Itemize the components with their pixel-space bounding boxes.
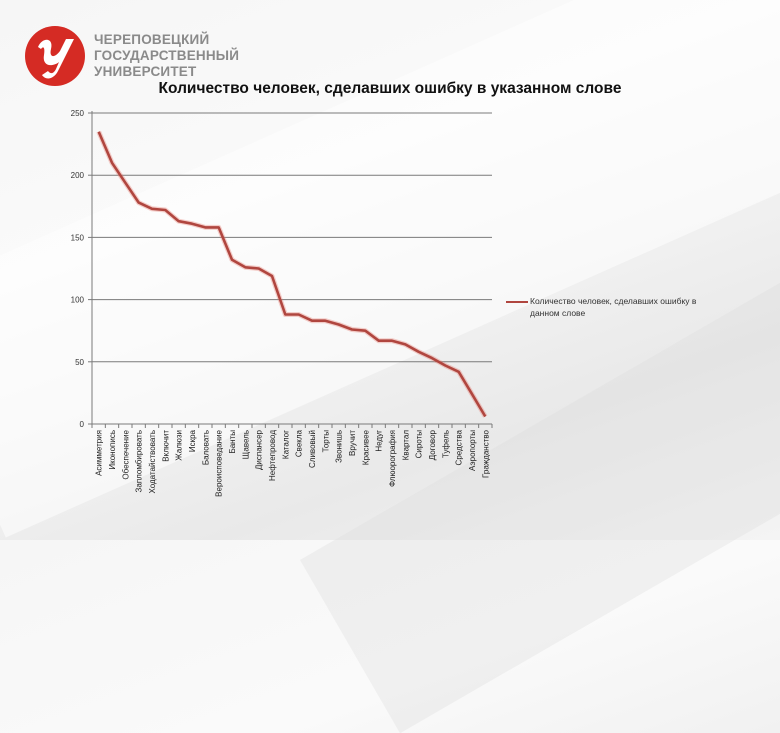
x-tick-label: Включит — [161, 430, 170, 462]
y-tick-label: 250 — [71, 109, 85, 118]
x-tick-label: Вероисповедание — [215, 429, 224, 496]
x-tick-label: Искра — [188, 429, 197, 452]
legend-label: Количество человек, сделавших ошибку в д… — [530, 296, 697, 318]
x-tick-label: Договор — [428, 429, 437, 460]
university-name: ЧЕРЕПОВЕЦКИЙ ГОСУДАРСТВЕННЫЙ УНИВЕРСИТЕТ — [94, 32, 239, 80]
x-tick-label: Сироты — [415, 430, 424, 459]
y-tick-label: 150 — [71, 233, 85, 242]
x-tick-label: Обеспечение — [121, 429, 130, 479]
chart-title: Количество человек, сделавших ошибку в у… — [158, 80, 622, 97]
x-tick-label: Свекла — [295, 429, 304, 457]
x-tick-label: Аэропорты — [468, 430, 477, 471]
y-tick-label: 200 — [71, 171, 85, 180]
x-tick-label: Туфель — [441, 430, 450, 458]
x-tick-label: Банты — [228, 430, 237, 454]
y-tick-label: 0 — [80, 420, 85, 429]
logo-line-3: УНИВЕРСИТЕТ — [94, 64, 197, 79]
x-tick-label: Каталог — [281, 430, 290, 459]
x-tick-label: Запломбировать — [135, 430, 144, 492]
x-tick-label: Иконопись — [108, 430, 117, 470]
x-tick-label: Средства — [455, 429, 464, 465]
logo-line-1: ЧЕРЕПОВЕЦКИЙ — [94, 32, 210, 47]
x-tick-label: Звонишь — [335, 430, 344, 463]
chsu-logo-icon — [25, 26, 85, 86]
chart-legend: Количество человек, сделавших ошибку в д… — [506, 296, 715, 319]
x-tick-label: Недуг — [375, 430, 384, 452]
x-tick-label: Диспансер — [255, 429, 264, 470]
x-tick-label: Баловать — [201, 430, 210, 465]
y-tick-label: 100 — [71, 296, 85, 305]
logo-line-2: ГОСУДАРСТВЕННЫЙ — [94, 48, 240, 63]
x-tick-label: Квартал — [401, 430, 410, 461]
line-chart: 0 50 100 150 200 250 Асимметрия Иконопись Обеспе… — [71, 109, 493, 497]
series-line — [97, 131, 487, 418]
x-tick-label: Асимметрия — [95, 430, 104, 476]
university-logo: ЧЕРЕПОВЕЦКИЙ ГОСУДАРСТВЕННЫЙ УНИВЕРСИТЕТ — [24, 25, 239, 87]
x-tick-label: Щавель — [241, 430, 250, 459]
x-tick-label: Флюорография — [388, 430, 397, 487]
x-tick-label: Вручит — [348, 430, 357, 456]
x-tick-label: Торты — [321, 430, 330, 453]
y-tick-label: 50 — [75, 358, 84, 367]
x-tick-label: Жалюзи — [175, 430, 184, 461]
x-tick-label: Ходатайствовать — [148, 430, 157, 494]
x-tick-label: Красивее — [361, 429, 370, 465]
x-tick-label: Гражданство — [481, 429, 490, 477]
x-tick-label: Нефтепровод — [268, 430, 277, 481]
legend-line-swatch — [506, 301, 528, 303]
x-tick-label: Сливовый — [308, 430, 317, 468]
